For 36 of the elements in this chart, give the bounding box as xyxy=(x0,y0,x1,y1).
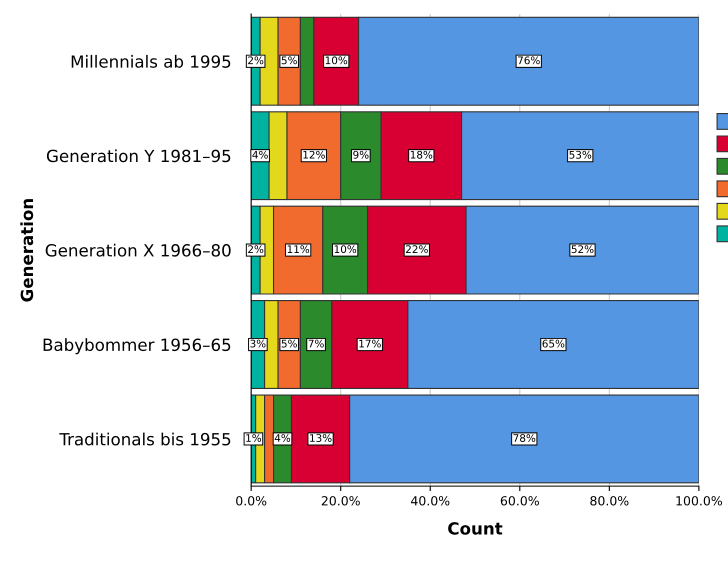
data-label: 12% xyxy=(303,150,325,159)
x-tick-label: 0.0% xyxy=(236,496,266,506)
y-tick-label: Traditionals bis 1955 xyxy=(59,432,230,446)
data-label: 18% xyxy=(410,150,432,159)
y-tick-label: Millennials ab 1995 xyxy=(72,54,230,68)
data-label: 5% xyxy=(282,56,297,64)
y-tick-label: Generation Y 1981–95 xyxy=(46,149,230,162)
data-label: 10% xyxy=(326,56,348,64)
data-label: 2% xyxy=(248,245,264,254)
data-label: 3% xyxy=(250,340,266,348)
data-label: 5% xyxy=(282,340,297,348)
data-label: 13% xyxy=(310,434,332,442)
x-axis-title: Count xyxy=(448,522,502,535)
data-label: 7% xyxy=(308,340,324,348)
data-label: 11% xyxy=(288,245,310,254)
x-tick-label: 80.0% xyxy=(590,496,628,506)
data-label: 9% xyxy=(353,150,369,159)
x-tick-label: 60.0% xyxy=(500,496,539,506)
data-label: 52% xyxy=(572,245,594,254)
data-label: 2% xyxy=(248,56,264,64)
data-label: 17% xyxy=(359,340,381,348)
y-tick-label: Babybommer 1956–65 xyxy=(44,338,230,354)
x-tick-label: 100.0% xyxy=(676,496,722,506)
data-label: 10% xyxy=(334,245,356,254)
data-label: 65% xyxy=(542,340,564,348)
data-label: 53% xyxy=(569,150,592,159)
data-label: 78% xyxy=(514,434,536,442)
data-label: 22% xyxy=(406,245,428,254)
x-tick-label: 40.0% xyxy=(411,496,450,506)
y-axis-title: Generation xyxy=(20,199,34,302)
y-tick-label: Generation X 1966–80 xyxy=(46,244,231,257)
data-label: 4% xyxy=(274,434,290,442)
data-label: 4% xyxy=(252,150,268,159)
x-tick-label: 20.0% xyxy=(322,496,360,506)
data-label: 76% xyxy=(518,56,540,64)
data-label: 1% xyxy=(246,434,262,442)
